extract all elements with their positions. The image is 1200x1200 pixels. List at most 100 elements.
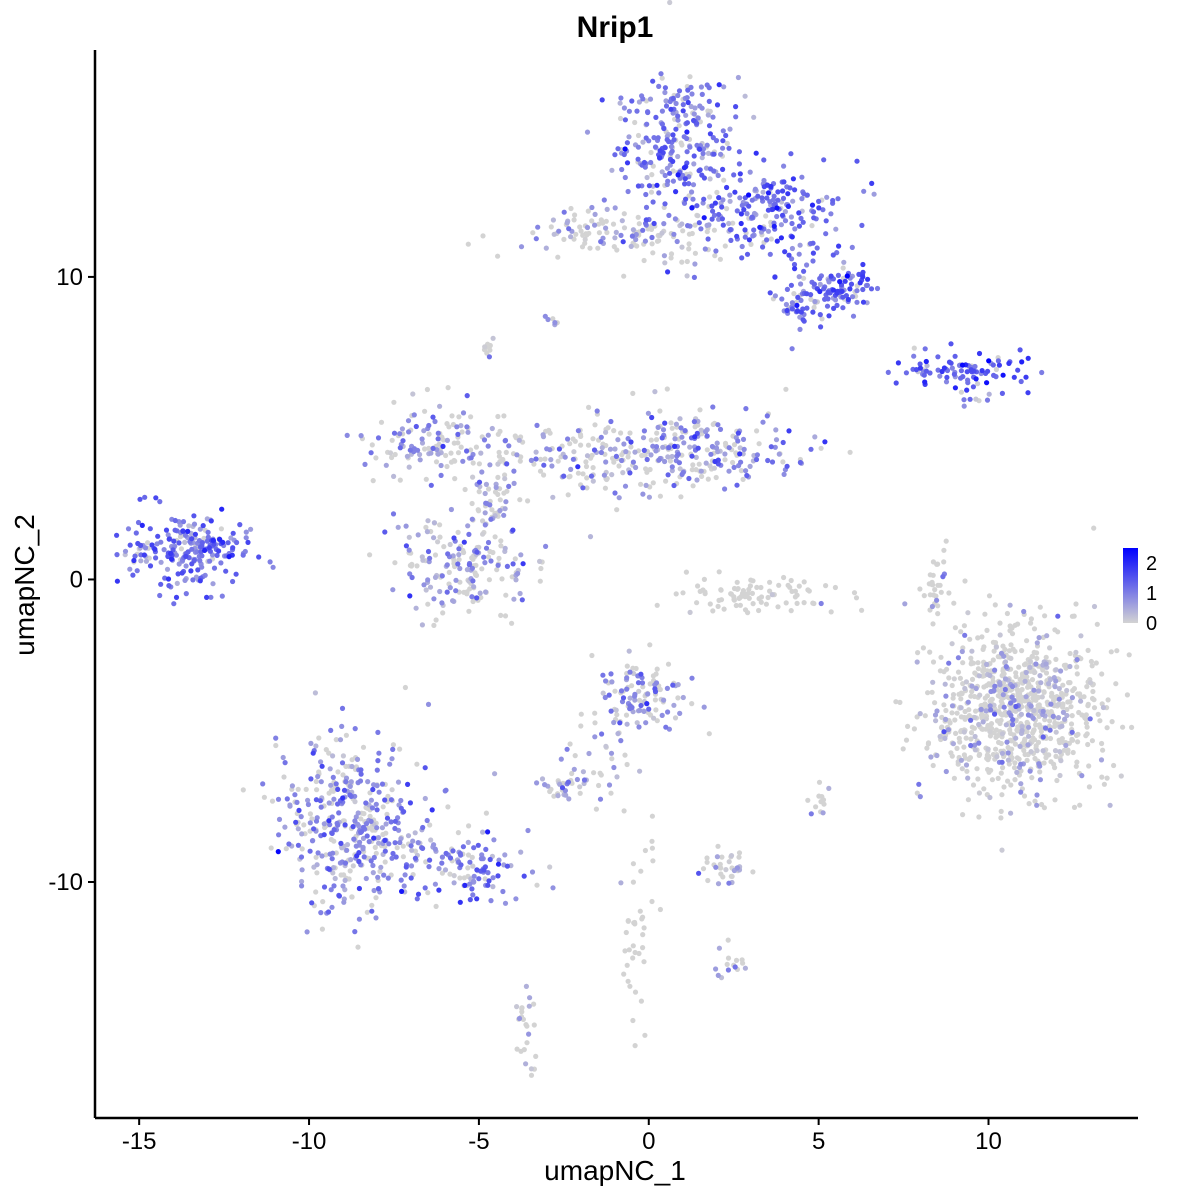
cell-point	[664, 386, 670, 392]
cell-point	[1064, 687, 1070, 694]
cell-point	[1053, 656, 1059, 663]
cell-point	[986, 681, 992, 687]
cell-point	[712, 200, 719, 206]
cell-point	[835, 272, 842, 278]
cell-point	[366, 839, 372, 845]
cell-point	[675, 92, 681, 99]
cell-point	[981, 666, 987, 672]
cell-point	[583, 459, 589, 465]
cell-point	[645, 691, 651, 697]
cell-point	[341, 818, 347, 824]
cell-point	[406, 534, 412, 540]
cell-point	[643, 217, 649, 223]
cell-point	[340, 795, 346, 801]
cell-point	[722, 451, 728, 457]
cell-point	[993, 727, 1000, 733]
cell-point	[525, 498, 531, 504]
cell-point	[789, 245, 796, 252]
cell-point	[487, 548, 493, 555]
cell-point	[496, 453, 502, 459]
cell-point	[1073, 763, 1079, 769]
cell-point	[1052, 797, 1058, 803]
cell-point	[405, 781, 411, 788]
cell-point	[586, 404, 592, 410]
cell-point	[555, 458, 561, 464]
cell-point	[742, 234, 748, 240]
legend-colorbar	[1123, 548, 1138, 623]
cell-point	[577, 790, 583, 796]
cell-point	[1017, 347, 1023, 353]
cell-point	[398, 797, 404, 804]
cell-point	[997, 682, 1003, 688]
cell-point	[618, 738, 624, 744]
cell-point	[489, 507, 495, 513]
cell-point	[959, 766, 965, 772]
cell-point	[578, 723, 584, 729]
cell-point	[479, 566, 485, 572]
cell-point	[763, 213, 769, 219]
cell-point	[389, 437, 395, 443]
y-tick-label: 0	[70, 566, 83, 593]
cell-point	[662, 201, 668, 207]
cell-point	[481, 867, 487, 873]
cell-point	[758, 594, 765, 600]
cell-point	[444, 562, 450, 568]
cell-point	[488, 898, 494, 904]
cell-point	[386, 841, 392, 847]
cell-point	[941, 729, 947, 735]
cell-point	[935, 603, 941, 609]
cell-point	[975, 776, 981, 782]
cell-point	[704, 433, 710, 439]
cell-point	[935, 611, 941, 617]
cell-point	[369, 908, 375, 914]
cell-point	[430, 414, 436, 420]
cell-point	[586, 750, 592, 757]
cell-point	[630, 943, 636, 949]
cell-point	[296, 807, 302, 814]
cell-point	[820, 207, 826, 213]
cell-point	[612, 152, 618, 158]
cell-point	[1012, 760, 1018, 766]
cell-point	[624, 663, 630, 669]
cell-point	[810, 240, 816, 246]
cell-point	[435, 451, 441, 457]
cell-point	[1023, 694, 1029, 700]
cell-point	[728, 853, 735, 859]
cell-point	[374, 807, 380, 813]
cell-point	[999, 847, 1005, 853]
cell-point	[662, 145, 668, 151]
cell-point	[1084, 731, 1090, 737]
cell-point	[445, 804, 451, 810]
cell-point	[774, 213, 780, 220]
cell-point	[613, 707, 619, 713]
cell-point	[952, 353, 958, 359]
cell-point	[367, 813, 373, 819]
cell-point	[483, 846, 489, 853]
cell-point	[326, 866, 332, 872]
cell-point	[776, 451, 782, 457]
cell-point	[392, 840, 398, 846]
cell-point	[446, 569, 452, 576]
cell-point	[453, 577, 459, 583]
cell-point	[197, 558, 203, 564]
cell-point	[1053, 753, 1059, 760]
cell-point	[781, 163, 787, 169]
cell-point	[611, 244, 617, 250]
cell-point	[1023, 669, 1029, 676]
cell-point	[780, 195, 787, 201]
cell-point	[922, 346, 928, 352]
cell-point	[968, 367, 974, 373]
cell-point	[633, 665, 639, 672]
cell-point	[860, 261, 866, 268]
cell-point	[313, 854, 319, 860]
cell-point	[282, 760, 288, 766]
cell-point	[650, 673, 657, 679]
cell-point	[715, 843, 721, 849]
cell-point	[143, 558, 149, 564]
cell-point	[383, 821, 389, 827]
cell-point	[195, 567, 201, 573]
cell-point	[1013, 673, 1019, 680]
cell-point	[630, 1017, 636, 1024]
cell-point	[621, 151, 627, 158]
cell-point	[621, 273, 627, 279]
